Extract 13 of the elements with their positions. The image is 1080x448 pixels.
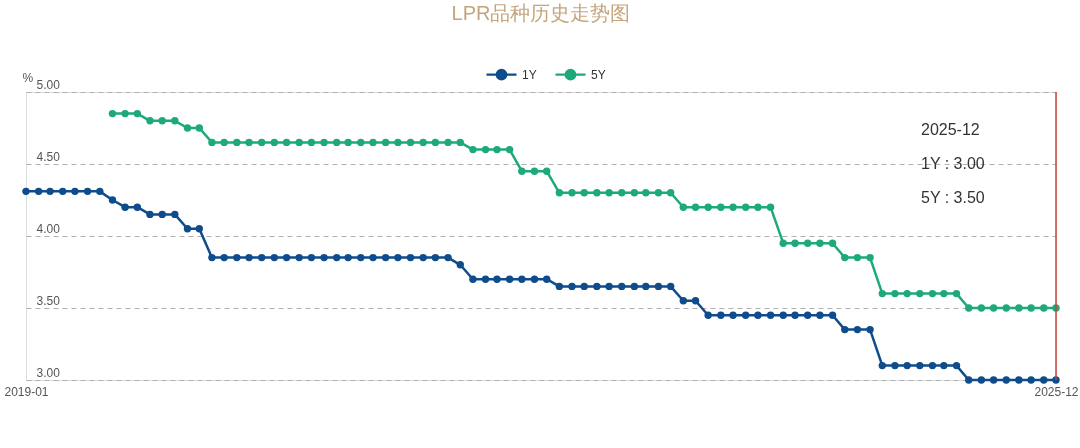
annotation: 1Y : 3.00: [921, 155, 985, 172]
annotation: 5Y : 3.50: [921, 189, 985, 206]
legend-label: 1Y: [522, 67, 537, 82]
chart-title: LPR品种历史走势图: [451, 2, 631, 24]
x-tick-label: 2019-01: [4, 384, 49, 399]
legend-label: 5Y: [591, 67, 606, 82]
annotation: 2025-12: [921, 121, 980, 138]
y-tick-label: 5.00: [36, 77, 61, 92]
y-axis-title: %: [22, 70, 34, 85]
y-tick-label: 4.50: [36, 149, 61, 164]
y-tick-label: 3.00: [36, 365, 61, 380]
y-tick-label: 3.50: [36, 293, 61, 308]
y-tick-label: 4.00: [36, 221, 61, 236]
